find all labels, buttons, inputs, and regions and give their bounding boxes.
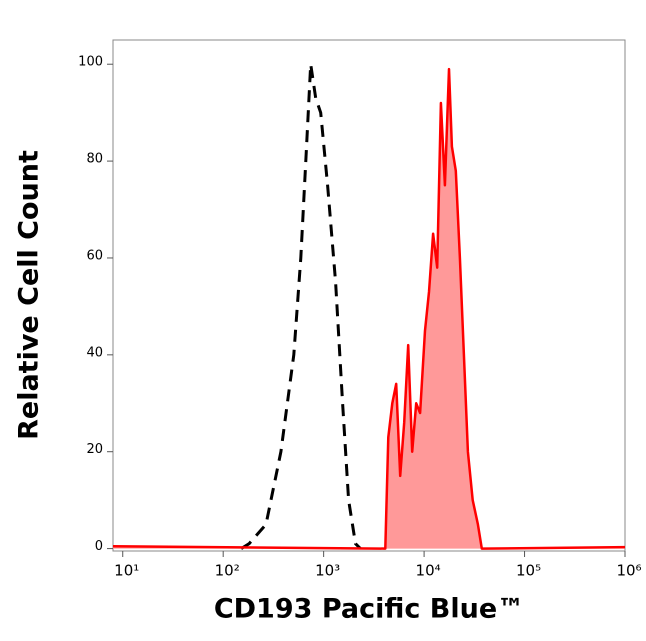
y-tick-label: 40 [86,345,103,360]
plot-frame [112,39,626,552]
x-tick-label: 10³ [315,562,340,580]
line [112,67,626,550]
x-tick-label: 10⁵ [516,562,541,580]
line [240,62,362,550]
x-tick-label: 10¹ [114,562,139,580]
x-tick-label: 10⁴ [416,562,441,580]
y-tick-label: 0 [95,539,103,554]
y-tick-label: 20 [86,442,103,457]
y-tick-label: 60 [86,248,103,263]
y-tick-label: 80 [86,152,103,167]
area [113,69,625,549]
x-tick-label: 10² [215,562,240,580]
x-axis-label: CD193 Pacific Blue™ [214,594,524,625]
x-tick-label: 10⁶ [616,562,641,580]
y-tick-label: 100 [78,55,103,70]
y-axis-label: Relative Cell Count [14,150,45,440]
